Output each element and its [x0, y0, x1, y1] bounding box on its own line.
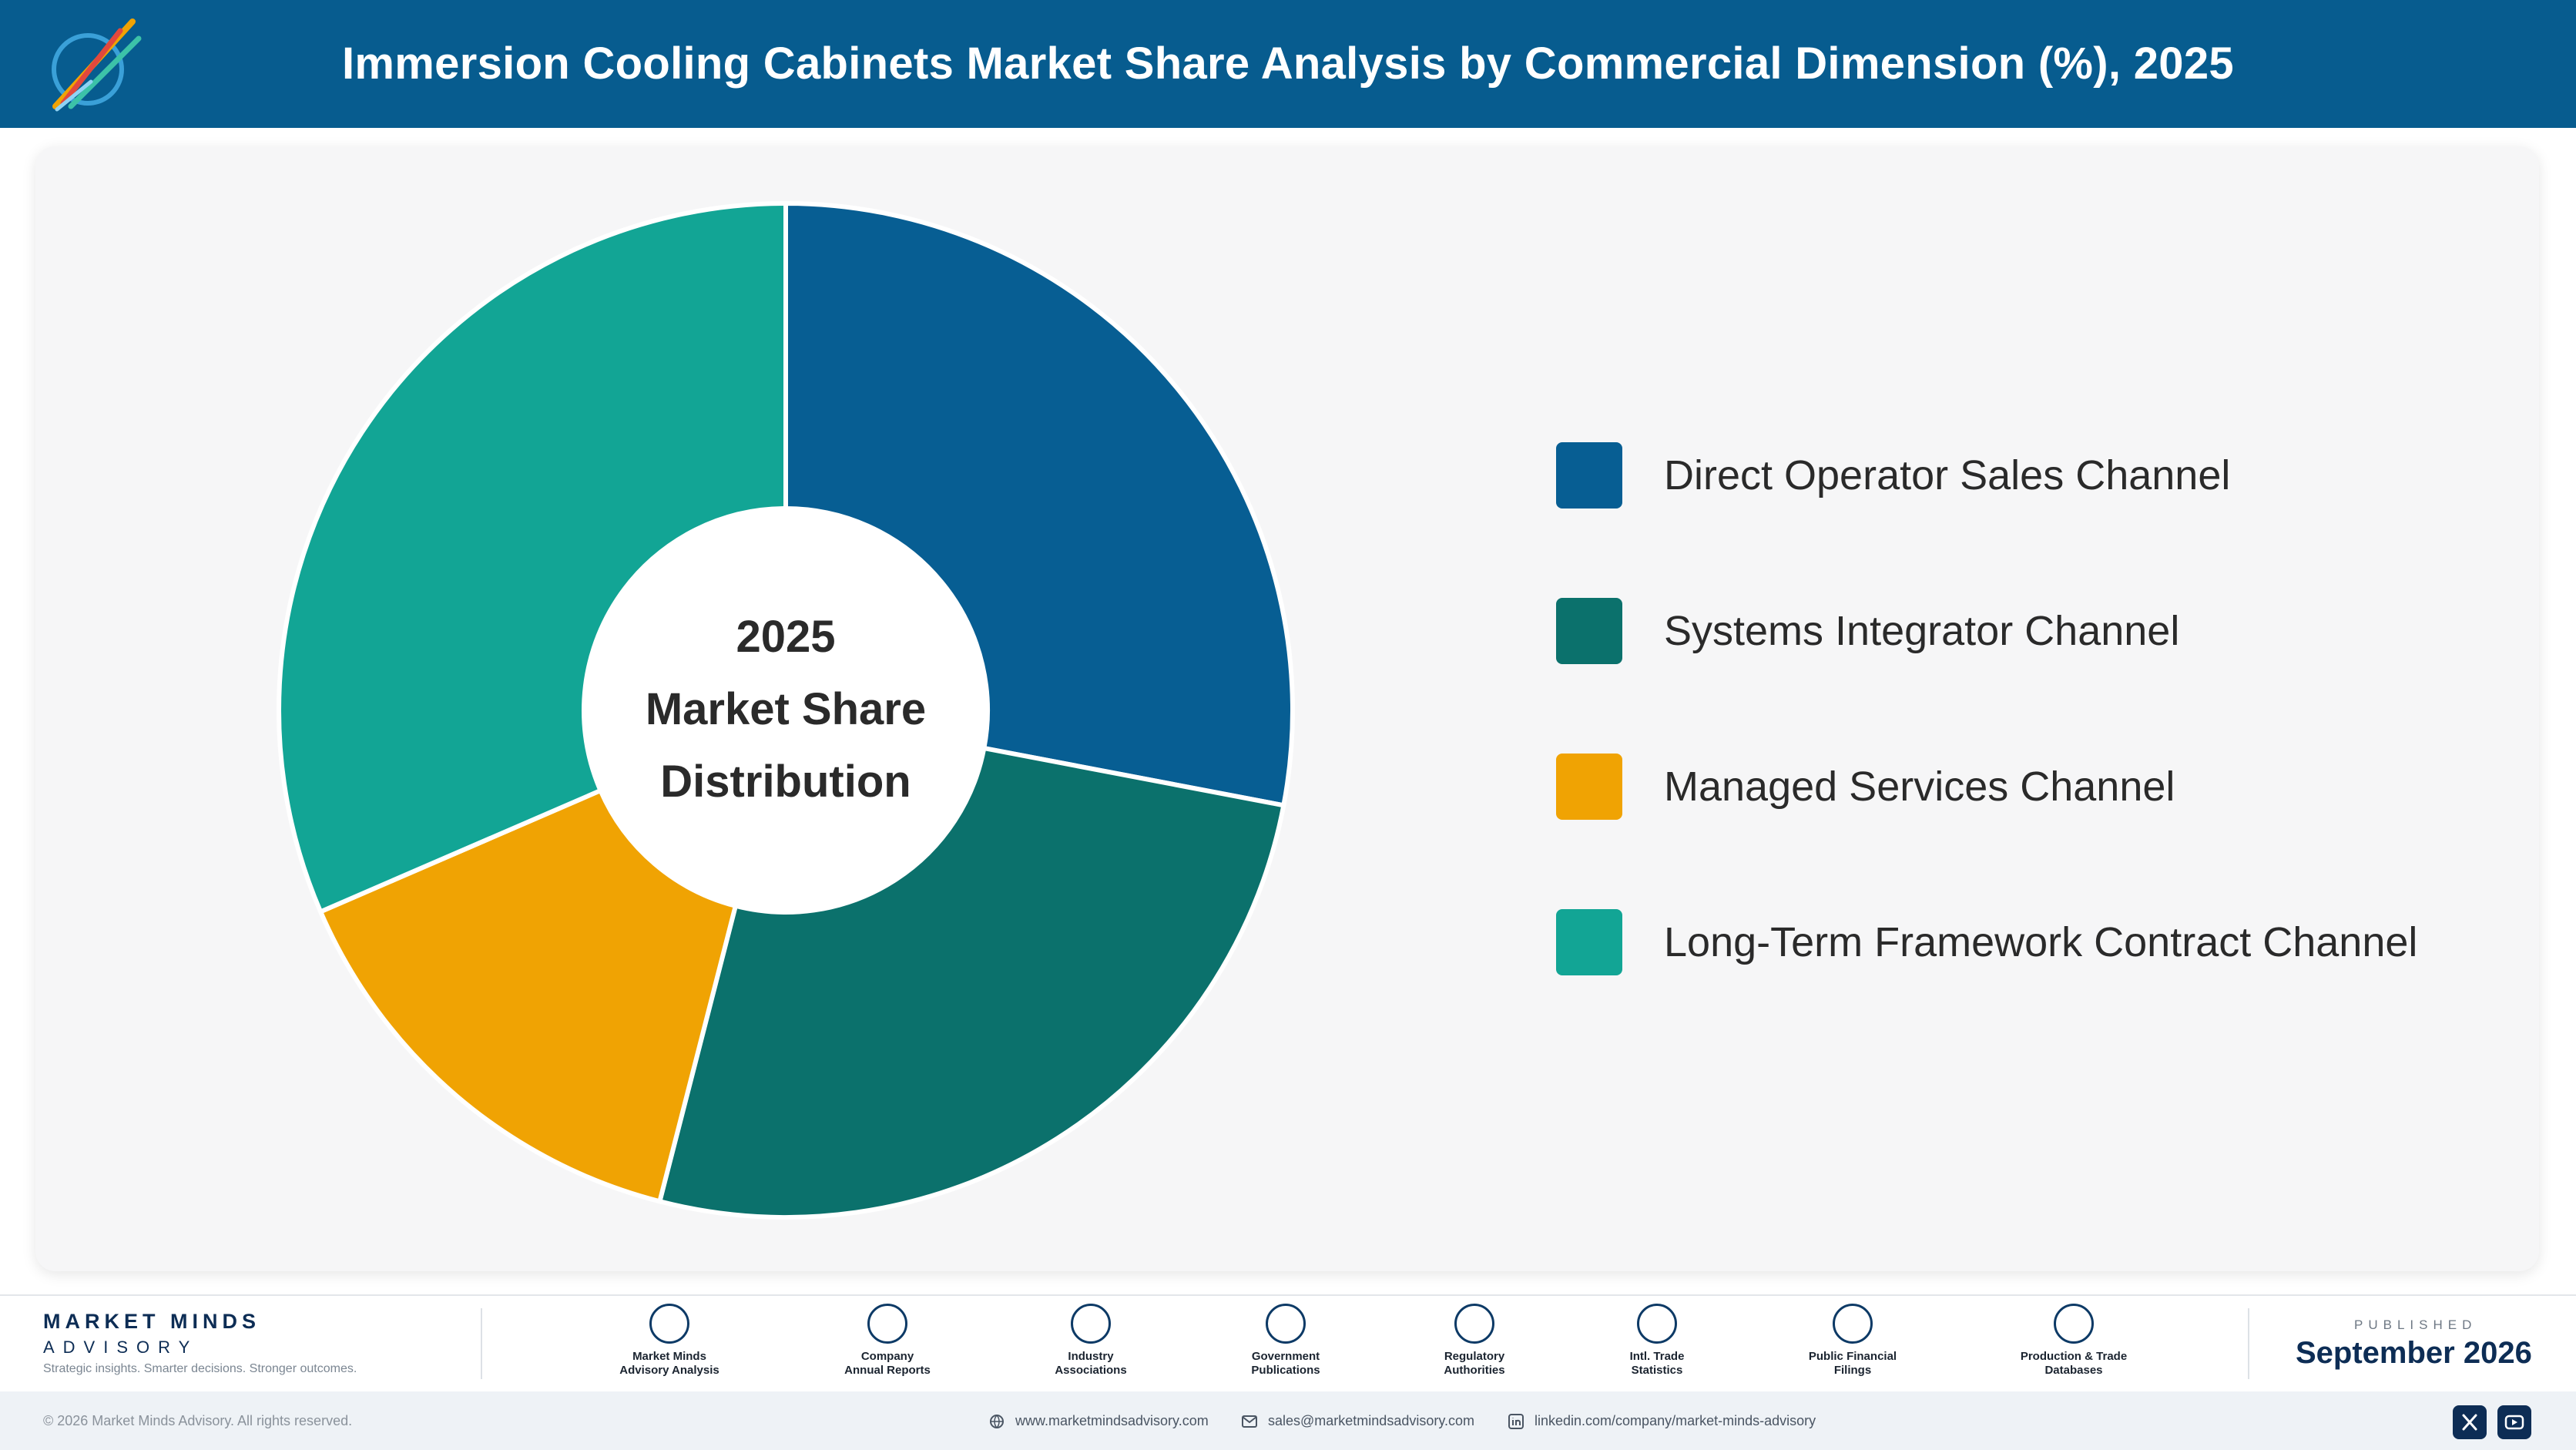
legend-item-long-term-framework: Long-Term Framework Contract Channel	[1556, 909, 2480, 977]
center-label-line-3: Distribution	[660, 757, 911, 807]
database-icon	[2054, 1304, 2094, 1344]
email-link[interactable]: sales@marketmindsadvisory.com	[1242, 1391, 1474, 1450]
mail-icon	[1242, 1415, 1257, 1428]
brand-subtitle: ADVISORY	[43, 1338, 199, 1357]
website-text: www.marketmindsadvisory.com	[1015, 1413, 1209, 1428]
source-label: Industry Associations	[1055, 1350, 1127, 1377]
source-label: Public Financial Filings	[1808, 1350, 1897, 1377]
legend-swatch	[1556, 598, 1622, 664]
legend-label: Direct Operator Sales Channel	[1664, 452, 2231, 498]
source-label: Market Minds Advisory Analysis	[619, 1350, 719, 1377]
center-label-line-2: Market Share	[645, 684, 927, 734]
x-social-button[interactable]	[2453, 1405, 2487, 1439]
source-label: Regulatory Authorities	[1444, 1350, 1505, 1377]
source-item: Market Minds Advisory Analysis	[577, 1304, 762, 1378]
source-item: Public Financial Filings	[1760, 1304, 1945, 1378]
globe-icon	[990, 1415, 1004, 1429]
shield-check-icon	[1454, 1304, 1494, 1344]
source-item: Regulatory Authorities	[1382, 1304, 1567, 1378]
published-date: September 2026	[2296, 1336, 2532, 1370]
government-building-icon	[1266, 1304, 1306, 1344]
center-label-line-1: 2025	[736, 612, 836, 662]
footer-bottom-bar: © 2026 Market Minds Advisory. All rights…	[0, 1391, 2576, 1450]
footer-sources-bar: MARKET MINDS ADVISORY Strategic insights…	[0, 1294, 2576, 1393]
brand-name: MARKET MINDS	[43, 1310, 260, 1333]
copyright-text: © 2026 Market Minds Advisory. All rights…	[43, 1413, 353, 1428]
globe-icon	[1637, 1304, 1677, 1344]
trend-line-icon	[649, 1304, 689, 1344]
website-link[interactable]: www.marketmindsadvisory.com	[989, 1391, 1209, 1450]
source-item: Intl. Trade Statistics	[1565, 1304, 1749, 1378]
youtube-social-button[interactable]	[2497, 1405, 2531, 1439]
legend-swatch	[1556, 754, 1622, 820]
legend-label: Managed Services Channel	[1664, 764, 2175, 810]
network-icon	[1071, 1304, 1111, 1344]
published-label: PUBLISHED	[2354, 1317, 2477, 1332]
logo-icon	[52, 18, 142, 112]
source-label: Intl. Trade Statistics	[1629, 1350, 1685, 1377]
linkedin-link[interactable]: linkedin.com/company/market-minds-adviso…	[1508, 1391, 1816, 1450]
source-label: Production & Trade Databases	[2020, 1350, 2128, 1377]
legend-label: Systems Integrator Channel	[1664, 608, 2180, 654]
linkedin-text: linkedin.com/company/market-minds-adviso…	[1535, 1413, 1816, 1428]
legend-swatch	[1556, 909, 1622, 975]
divider	[2248, 1308, 2249, 1379]
linkedin-icon	[1508, 1414, 1524, 1430]
sources-list: Market Minds Advisory Analysis Company A…	[0, 1296, 2576, 1393]
legend-label: Long-Term Framework Contract Channel	[1664, 919, 2418, 965]
legend-item-managed-services: Managed Services Channel	[1556, 754, 2480, 821]
source-item: Production & Trade Databases	[1981, 1304, 2166, 1378]
source-item: Government Publications	[1193, 1304, 1378, 1378]
page-title: Immersion Cooling Cabinets Market Share …	[342, 39, 2234, 89]
source-item: Company Annual Reports	[795, 1304, 980, 1378]
legend-swatch	[1556, 442, 1622, 509]
document-icon	[867, 1304, 907, 1344]
coin-icon	[1833, 1304, 1873, 1344]
email-text: sales@marketmindsadvisory.com	[1268, 1413, 1475, 1428]
x-icon	[2462, 1414, 2477, 1431]
legend-item-systems-integrator: Systems Integrator Channel	[1556, 598, 2480, 666]
header-bar: Immersion Cooling Cabinets Market Share …	[0, 0, 2576, 128]
source-label: Company Annual Reports	[844, 1350, 931, 1377]
brand-tagline: Strategic insights. Smarter decisions. S…	[43, 1362, 357, 1375]
divider	[481, 1308, 482, 1379]
donut-center-label: 2025 Market Share Distribution	[585, 601, 986, 818]
source-label: Government Publications	[1251, 1350, 1320, 1377]
source-item: Industry Associations	[998, 1304, 1183, 1378]
legend-item-direct-operator: Direct Operator Sales Channel	[1556, 442, 2480, 510]
youtube-icon	[2504, 1415, 2524, 1430]
